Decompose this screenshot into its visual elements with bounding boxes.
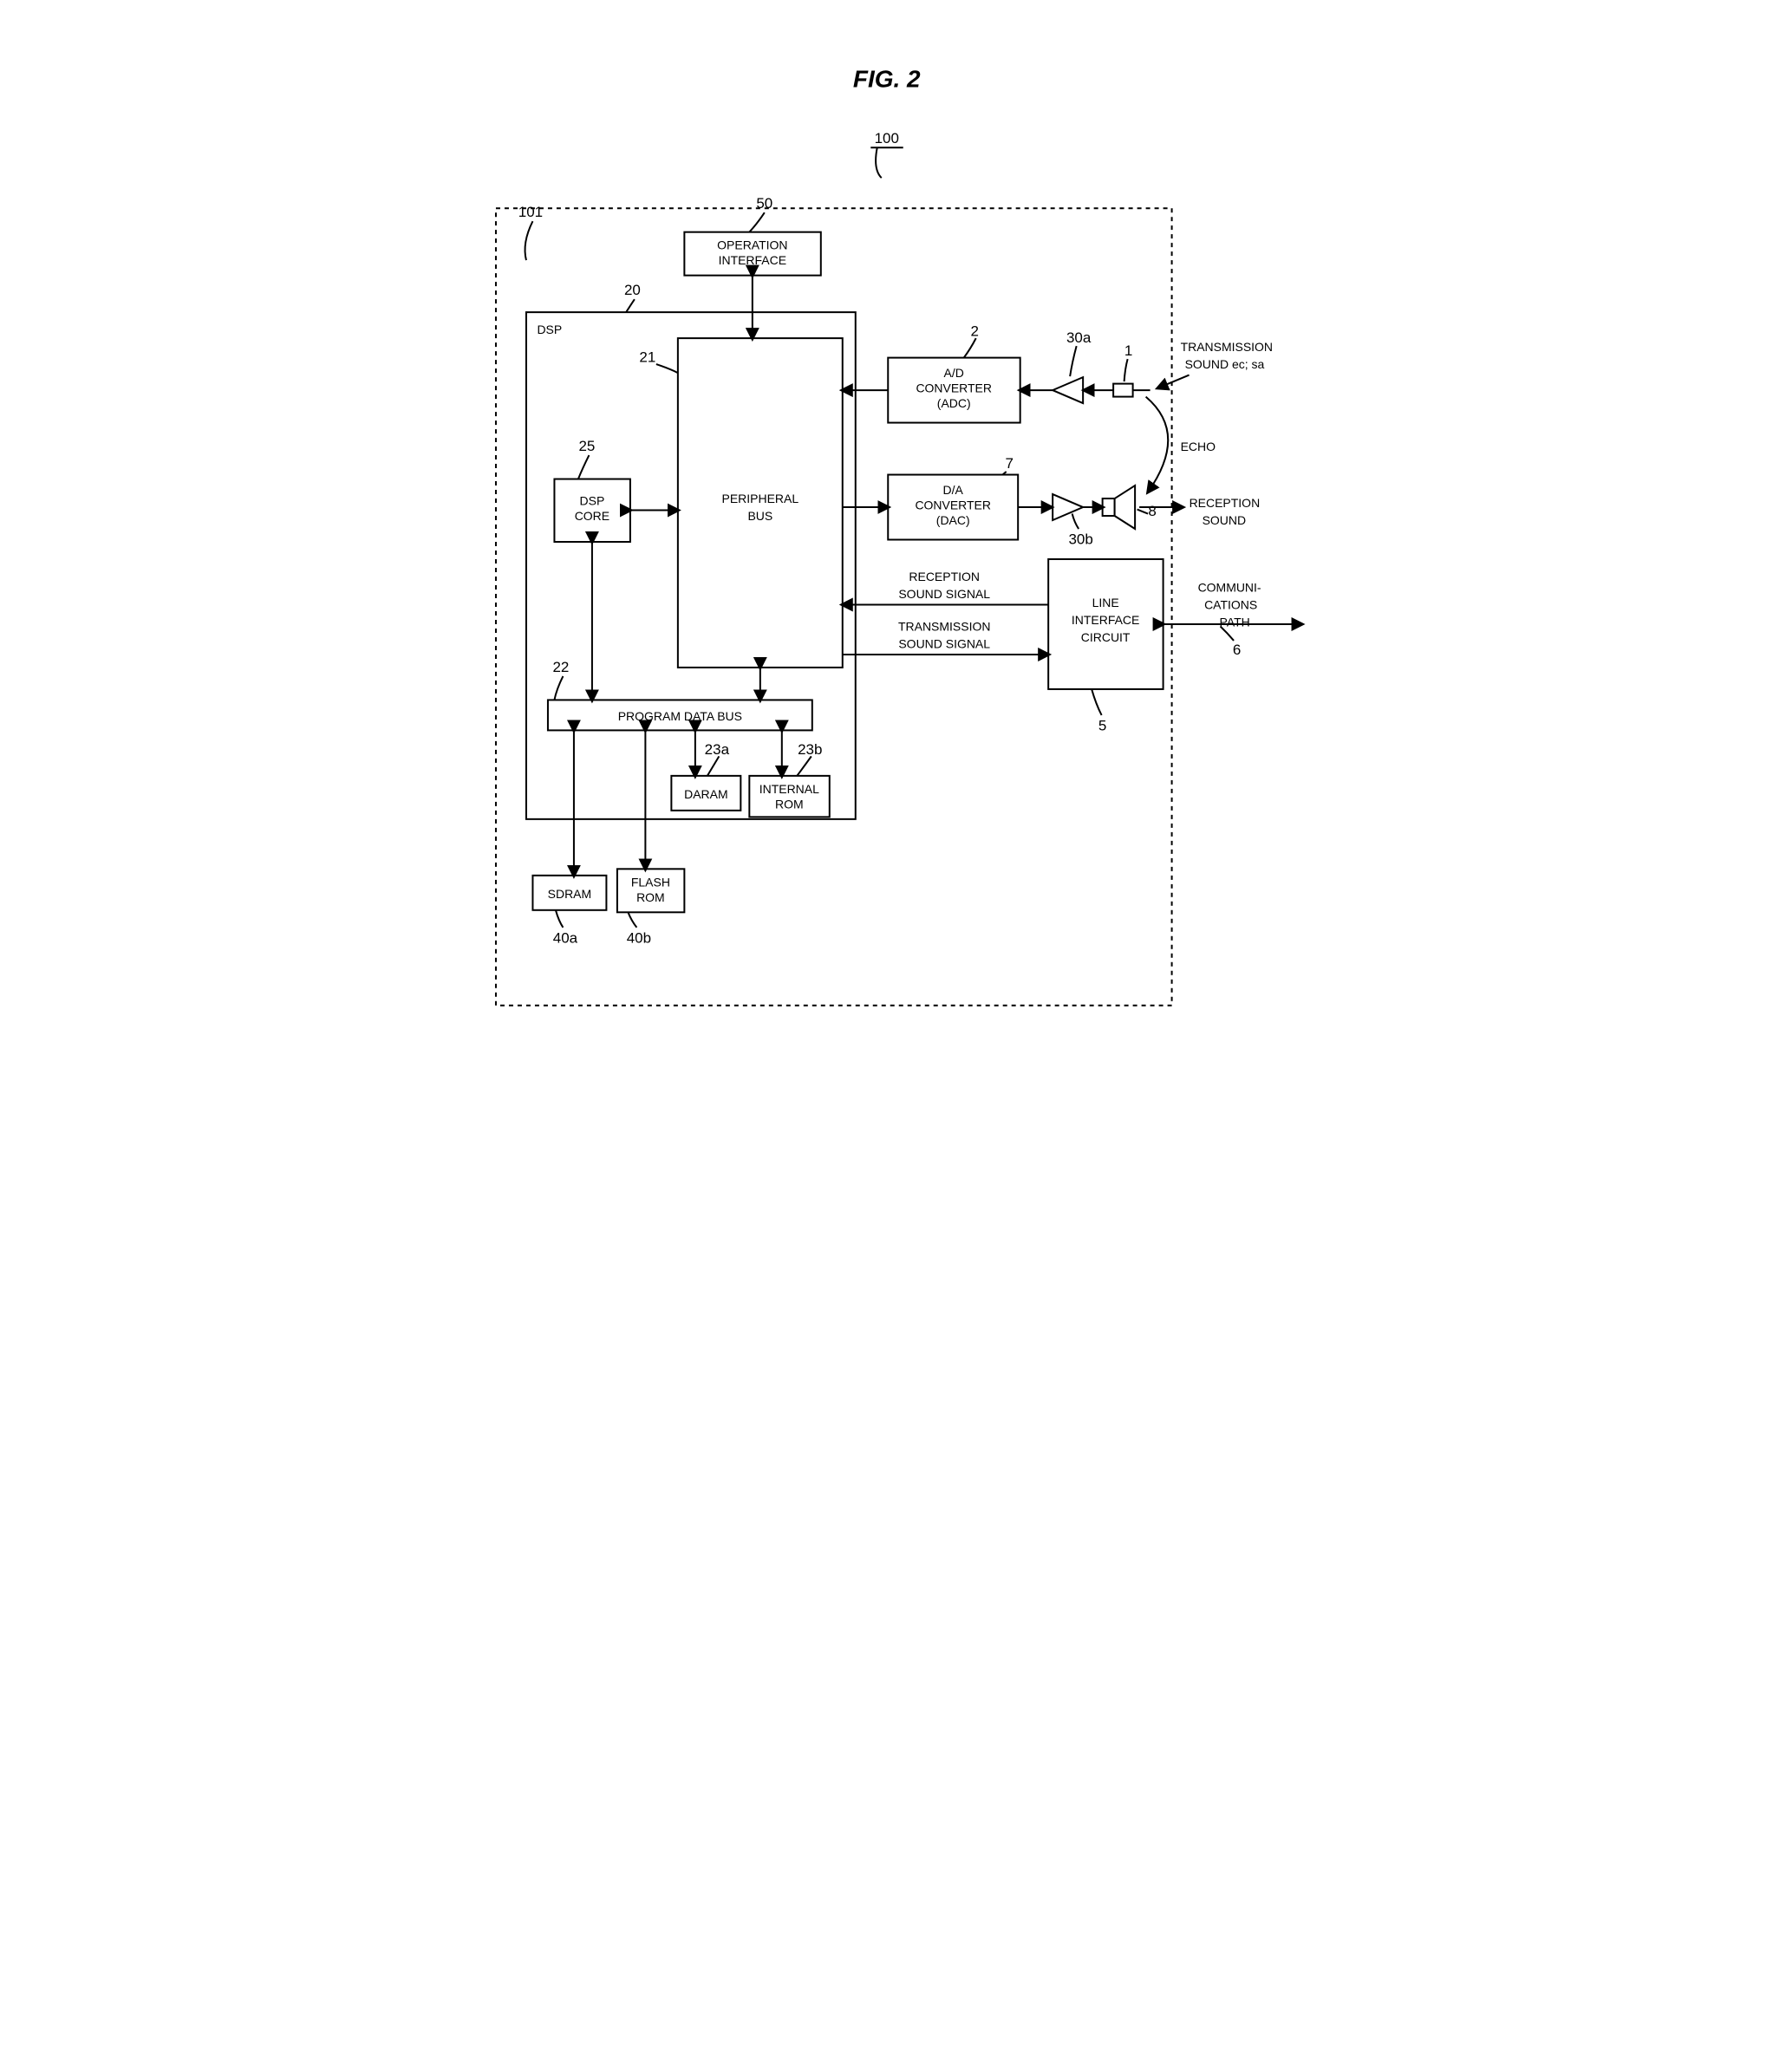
ref-101: 101 — [518, 204, 542, 220]
svg-text:CONVERTER: CONVERTER — [916, 381, 992, 395]
svg-text:23b: 23b — [798, 741, 822, 758]
svg-text:RECEPTION: RECEPTION — [909, 570, 980, 583]
signal-labels: RECEPTION SOUND SIGNAL TRANSMISSION SOUN… — [897, 570, 989, 650]
svg-text:FLASH: FLASH — [630, 875, 669, 889]
svg-text:DSP: DSP — [579, 494, 604, 508]
svg-text:OPERATION: OPERATION — [717, 238, 787, 252]
svg-text:BUS: BUS — [747, 509, 772, 523]
svg-text:40b: 40b — [626, 929, 650, 946]
svg-text:ECHO: ECHO — [1180, 440, 1216, 453]
svg-text:22: 22 — [552, 659, 569, 675]
svg-text:SDRAM: SDRAM — [547, 887, 591, 901]
figure-label: FIG. 2 — [852, 65, 920, 92]
svg-text:8: 8 — [1148, 503, 1156, 519]
sdram: SDRAM 40a — [532, 876, 606, 946]
svg-text:RECEPTION: RECEPTION — [1189, 496, 1260, 510]
svg-text:7: 7 — [1005, 455, 1013, 472]
diagram-root: FIG. 2 100 101 50 OPERATION INTERFACE 20… — [444, 35, 1330, 1071]
svg-text:6: 6 — [1232, 642, 1240, 658]
svg-text:COMMUNI-: COMMUNI- — [1197, 580, 1261, 594]
svg-text:INTERFACE: INTERFACE — [1071, 613, 1138, 627]
svg-text:30b: 30b — [1068, 531, 1092, 548]
adc: 2 A/D CONVERTER (ADC) — [888, 323, 1020, 423]
svg-text:20: 20 — [623, 282, 640, 298]
svg-text:(DAC): (DAC) — [935, 513, 969, 527]
svg-text:50: 50 — [756, 195, 772, 212]
svg-text:100: 100 — [874, 130, 898, 147]
svg-text:SOUND SIGNAL: SOUND SIGNAL — [898, 636, 990, 650]
svg-text:(ADC): (ADC) — [936, 396, 970, 410]
svg-text:25: 25 — [578, 438, 595, 454]
operation-interface: 50 OPERATION INTERFACE — [684, 195, 820, 275]
svg-text:LINE: LINE — [1092, 596, 1118, 609]
svg-text:CONVERTER: CONVERTER — [915, 498, 991, 512]
svg-text:2: 2 — [970, 323, 978, 340]
svg-text:SOUND: SOUND — [1202, 513, 1246, 527]
svg-text:40a: 40a — [552, 929, 577, 946]
svg-text:A/D: A/D — [943, 366, 963, 380]
svg-text:SOUND ec; sa: SOUND ec; sa — [1184, 357, 1264, 371]
svg-text:5: 5 — [1098, 717, 1105, 733]
conn-tx-sound — [1157, 375, 1189, 388]
outside-labels: TRANSMISSION SOUND ec; sa ECHO RECEPTION… — [1145, 340, 1272, 658]
svg-text:ROM: ROM — [774, 797, 803, 811]
amp-out: 30b — [1053, 494, 1093, 547]
dac: 7 D/A CONVERTER (DAC) — [888, 455, 1018, 539]
svg-text:PROGRAM DATA BUS: PROGRAM DATA BUS — [617, 709, 741, 723]
svg-text:30a: 30a — [1066, 329, 1091, 346]
mic: 1 — [1113, 342, 1150, 396]
svg-text:1: 1 — [1124, 342, 1131, 359]
svg-text:INTERNAL: INTERNAL — [759, 782, 818, 796]
svg-text:23a: 23a — [704, 741, 729, 758]
svg-text:TRANSMISSION: TRANSMISSION — [897, 619, 989, 633]
svg-text:PATH: PATH — [1219, 615, 1249, 629]
svg-text:21: 21 — [639, 349, 655, 366]
ref-100: 100 — [870, 130, 903, 178]
svg-text:SOUND SIGNAL: SOUND SIGNAL — [898, 587, 990, 601]
svg-text:DSP: DSP — [537, 323, 562, 336]
svg-text:CATIONS: CATIONS — [1204, 597, 1257, 611]
svg-text:INTERFACE: INTERFACE — [718, 253, 785, 267]
line-interface: LINE INTERFACE CIRCUIT 5 — [1048, 559, 1163, 733]
svg-text:TRANSMISSION: TRANSMISSION — [1180, 340, 1272, 354]
flash-rom: FLASH ROM 40b — [616, 869, 683, 946]
svg-text:ROM: ROM — [636, 890, 665, 904]
svg-text:CIRCUIT: CIRCUIT — [1080, 630, 1130, 644]
svg-text:CORE: CORE — [574, 509, 609, 523]
svg-text:DARAM: DARAM — [684, 787, 728, 801]
svg-text:PERIPHERAL: PERIPHERAL — [721, 492, 799, 505]
echo-arc — [1145, 397, 1168, 492]
amp-in: 30a — [1053, 329, 1092, 403]
svg-text:D/A: D/A — [942, 483, 963, 497]
